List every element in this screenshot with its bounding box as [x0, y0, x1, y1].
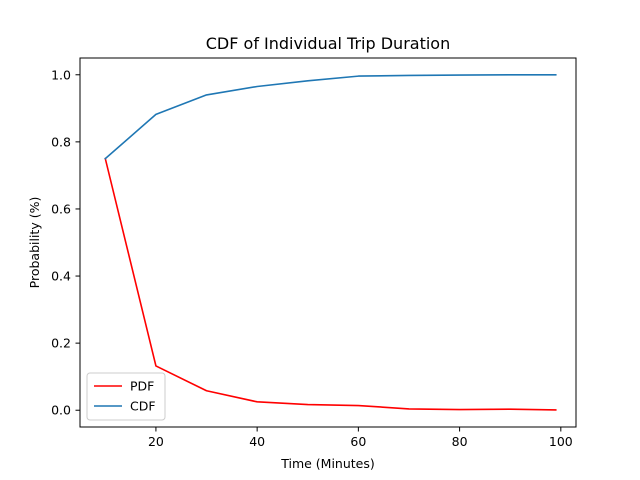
chart-title: CDF of Individual Trip Duration [206, 34, 450, 53]
x-tick-label: 40 [249, 434, 265, 449]
legend-label-pdf: PDF [130, 379, 154, 394]
x-tick-label: 60 [350, 434, 366, 449]
y-tick-label: 0.4 [51, 269, 71, 284]
y-tick-label: 0.0 [51, 403, 71, 418]
x-axis-label: Time (Minutes) [280, 456, 375, 471]
y-tick-label: 0.6 [51, 201, 71, 216]
x-tick-label: 80 [452, 434, 468, 449]
series-line-cdf [104, 73, 557, 160]
legend: PDF CDF [86, 372, 166, 421]
x-axis: 20 40 60 80 100 [148, 427, 573, 449]
legend-label-cdf: CDF [130, 399, 156, 414]
y-tick-label: 1.0 [51, 67, 71, 82]
x-tick-label: 100 [549, 434, 573, 449]
plot-area [104, 73, 557, 411]
plot-frame [79, 57, 577, 428]
legend-box [86, 372, 166, 421]
y-axis-label: Probability (%) [27, 197, 42, 289]
y-axis: 0.0 0.2 0.4 0.6 0.8 1.0 [51, 67, 80, 418]
y-tick-label: 0.2 [51, 336, 71, 351]
series-line-pdf [104, 157, 557, 411]
y-tick-label: 0.8 [51, 134, 71, 149]
x-tick-label: 20 [148, 434, 164, 449]
